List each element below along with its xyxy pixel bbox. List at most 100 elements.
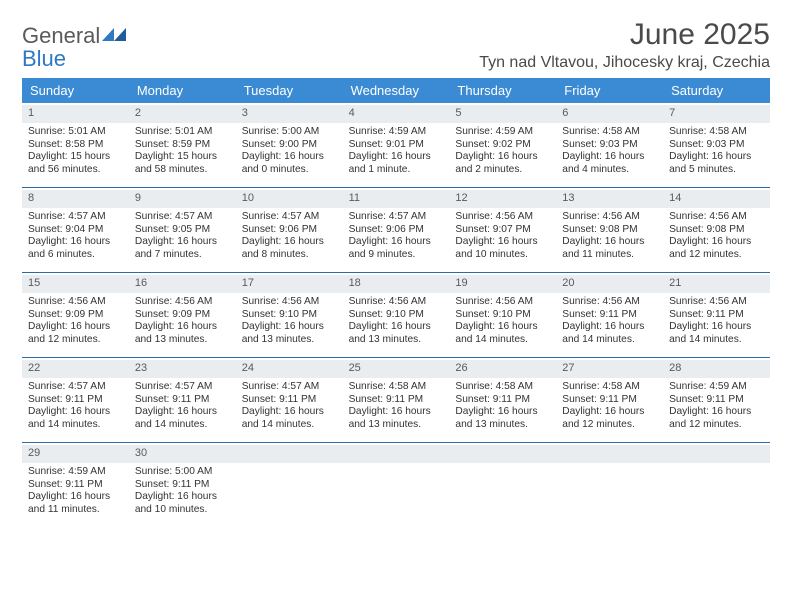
day-number-blank xyxy=(663,445,770,463)
day-body: Sunrise: 4:56 AMSunset: 9:09 PMDaylight:… xyxy=(135,296,230,347)
day-cell: 30Sunrise: 5:00 AMSunset: 9:11 PMDayligh… xyxy=(129,443,236,527)
daylight-line: Daylight: 15 hours and 56 minutes. xyxy=(28,151,123,177)
day-number: 14 xyxy=(663,190,770,208)
day-number: 17 xyxy=(236,275,343,293)
day-cell: 26Sunrise: 4:58 AMSunset: 9:11 PMDayligh… xyxy=(449,358,556,442)
sunrise-line: Sunrise: 4:58 AM xyxy=(349,381,444,394)
day-number: 29 xyxy=(22,445,129,463)
day-cell xyxy=(236,443,343,527)
day-body: Sunrise: 4:56 AMSunset: 9:11 PMDaylight:… xyxy=(562,296,657,347)
day-number: 26 xyxy=(449,360,556,378)
day-cell xyxy=(556,443,663,527)
daylight-line: Daylight: 16 hours and 6 minutes. xyxy=(28,236,123,262)
day-cell: 8Sunrise: 4:57 AMSunset: 9:04 PMDaylight… xyxy=(22,188,129,272)
day-number: 18 xyxy=(343,275,450,293)
day-body: Sunrise: 4:56 AMSunset: 9:08 PMDaylight:… xyxy=(669,211,764,262)
sunset-line: Sunset: 9:08 PM xyxy=(669,224,764,237)
daylight-line: Daylight: 16 hours and 14 minutes. xyxy=(28,406,123,432)
daylight-line: Daylight: 16 hours and 11 minutes. xyxy=(562,236,657,262)
daylight-line: Daylight: 16 hours and 13 minutes. xyxy=(349,321,444,347)
sunset-line: Sunset: 9:11 PM xyxy=(669,394,764,407)
sunset-line: Sunset: 9:06 PM xyxy=(242,224,337,237)
sunrise-line: Sunrise: 4:56 AM xyxy=(669,296,764,309)
day-body: Sunrise: 4:57 AMSunset: 9:04 PMDaylight:… xyxy=(28,211,123,262)
day-number: 22 xyxy=(22,360,129,378)
daylight-line: Daylight: 16 hours and 12 minutes. xyxy=(28,321,123,347)
day-number: 25 xyxy=(343,360,450,378)
sunrise-line: Sunrise: 4:58 AM xyxy=(455,381,550,394)
sunrise-line: Sunrise: 4:56 AM xyxy=(455,211,550,224)
sunset-line: Sunset: 9:11 PM xyxy=(242,394,337,407)
title-block: June 2025 Tyn nad Vltavou, Jihocesky kra… xyxy=(479,18,770,72)
dow-tuesday: Tuesday xyxy=(236,78,343,103)
header: General Blue June 2025 Tyn nad Vltavou, … xyxy=(22,18,770,72)
daylight-line: Daylight: 16 hours and 12 minutes. xyxy=(669,406,764,432)
day-cell: 10Sunrise: 4:57 AMSunset: 9:06 PMDayligh… xyxy=(236,188,343,272)
sunset-line: Sunset: 9:00 PM xyxy=(242,139,337,152)
daylight-line: Daylight: 16 hours and 14 minutes. xyxy=(242,406,337,432)
sunset-line: Sunset: 8:59 PM xyxy=(135,139,230,152)
sunrise-line: Sunrise: 5:00 AM xyxy=(242,126,337,139)
location: Tyn nad Vltavou, Jihocesky kraj, Czechia xyxy=(479,54,770,72)
day-cell: 29Sunrise: 4:59 AMSunset: 9:11 PMDayligh… xyxy=(22,443,129,527)
day-body: Sunrise: 5:00 AMSunset: 9:11 PMDaylight:… xyxy=(135,466,230,517)
day-body: Sunrise: 4:56 AMSunset: 9:09 PMDaylight:… xyxy=(28,296,123,347)
sunset-line: Sunset: 9:10 PM xyxy=(349,309,444,322)
daylight-line: Daylight: 16 hours and 4 minutes. xyxy=(562,151,657,177)
daylight-line: Daylight: 16 hours and 1 minute. xyxy=(349,151,444,177)
dow-sunday: Sunday xyxy=(22,78,129,103)
day-cell: 17Sunrise: 4:56 AMSunset: 9:10 PMDayligh… xyxy=(236,273,343,357)
dow-saturday: Saturday xyxy=(663,78,770,103)
day-number-blank xyxy=(556,445,663,463)
sunset-line: Sunset: 9:03 PM xyxy=(669,139,764,152)
sunset-line: Sunset: 8:58 PM xyxy=(28,139,123,152)
sunset-line: Sunset: 9:09 PM xyxy=(135,309,230,322)
day-cell: 4Sunrise: 4:59 AMSunset: 9:01 PMDaylight… xyxy=(343,103,450,187)
day-number: 13 xyxy=(556,190,663,208)
day-number: 2 xyxy=(129,105,236,123)
logo-word1: General xyxy=(22,23,100,48)
sunrise-line: Sunrise: 4:58 AM xyxy=(562,126,657,139)
day-cell: 16Sunrise: 4:56 AMSunset: 9:09 PMDayligh… xyxy=(129,273,236,357)
sunrise-line: Sunrise: 4:57 AM xyxy=(242,211,337,224)
daylight-line: Daylight: 16 hours and 5 minutes. xyxy=(669,151,764,177)
sunset-line: Sunset: 9:10 PM xyxy=(455,309,550,322)
day-cell: 20Sunrise: 4:56 AMSunset: 9:11 PMDayligh… xyxy=(556,273,663,357)
dow-friday: Friday xyxy=(556,78,663,103)
week-row: 1Sunrise: 5:01 AMSunset: 8:58 PMDaylight… xyxy=(22,103,770,187)
dow-wednesday: Wednesday xyxy=(343,78,450,103)
day-body: Sunrise: 4:57 AMSunset: 9:11 PMDaylight:… xyxy=(135,381,230,432)
daylight-line: Daylight: 16 hours and 10 minutes. xyxy=(135,491,230,517)
daylight-line: Daylight: 16 hours and 11 minutes. xyxy=(28,491,123,517)
day-cell: 14 Sunrise: 4:56 AMSunset: 9:08 PMDayligh… xyxy=(663,188,770,272)
sunset-line: Sunset: 9:08 PM xyxy=(562,224,657,237)
sunrise-line: Sunrise: 4:56 AM xyxy=(669,211,764,224)
day-cell xyxy=(449,443,556,527)
day-cell: 24Sunrise: 4:57 AMSunset: 9:11 PMDayligh… xyxy=(236,358,343,442)
day-cell: 11Sunrise: 4:57 AMSunset: 9:06 PMDayligh… xyxy=(343,188,450,272)
sunset-line: Sunset: 9:11 PM xyxy=(562,394,657,407)
day-cell: 6Sunrise: 4:58 AMSunset: 9:03 PMDaylight… xyxy=(556,103,663,187)
daylight-line: Daylight: 16 hours and 14 minutes. xyxy=(455,321,550,347)
daylight-line: Daylight: 16 hours and 0 minutes. xyxy=(242,151,337,177)
sunrise-line: Sunrise: 4:57 AM xyxy=(242,381,337,394)
daylight-line: Daylight: 16 hours and 8 minutes. xyxy=(242,236,337,262)
day-body: Sunrise: 4:57 AMSunset: 9:11 PMDaylight:… xyxy=(242,381,337,432)
sunset-line: Sunset: 9:11 PM xyxy=(669,309,764,322)
day-number: 9 xyxy=(129,190,236,208)
day-number: 21 xyxy=(663,275,770,293)
sunset-line: Sunset: 9:01 PM xyxy=(349,139,444,152)
sunrise-line: Sunrise: 4:57 AM xyxy=(135,211,230,224)
day-body: Sunrise: 4:58 AMSunset: 9:03 PMDaylight:… xyxy=(562,126,657,177)
day-body: Sunrise: 4:57 AMSunset: 9:06 PMDaylight:… xyxy=(242,211,337,262)
day-body: Sunrise: 4:57 AMSunset: 9:05 PMDaylight:… xyxy=(135,211,230,262)
sunset-line: Sunset: 9:11 PM xyxy=(349,394,444,407)
daylight-line: Daylight: 16 hours and 7 minutes. xyxy=(135,236,230,262)
day-body: Sunrise: 5:00 AMSunset: 9:00 PMDaylight:… xyxy=(242,126,337,177)
day-cell: 22 Sunrise: 4:57 AMSunset: 9:11 PMDayligh… xyxy=(22,358,129,442)
sunrise-line: Sunrise: 4:56 AM xyxy=(28,296,123,309)
day-cell: 27Sunrise: 4:58 AMSunset: 9:11 PMDayligh… xyxy=(556,358,663,442)
day-number-blank xyxy=(236,445,343,463)
day-body: Sunrise: 4:57 AMSunset: 9:11 PMDaylight:… xyxy=(28,381,123,432)
sunrise-line: Sunrise: 4:57 AM xyxy=(349,211,444,224)
